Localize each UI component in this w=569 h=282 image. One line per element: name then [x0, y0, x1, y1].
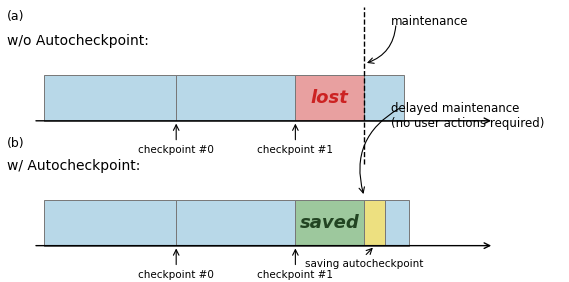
- Bar: [385, 199, 409, 246]
- Text: w/o Autocheckpoint:: w/o Autocheckpoint:: [7, 34, 149, 48]
- Bar: [364, 75, 404, 121]
- Text: saved: saved: [300, 213, 360, 232]
- Bar: [295, 75, 364, 121]
- Text: checkpoint #0: checkpoint #0: [138, 145, 214, 155]
- Text: saving autocheckpoint: saving autocheckpoint: [305, 259, 423, 269]
- Text: checkpoint #0: checkpoint #0: [138, 270, 214, 280]
- Text: (b): (b): [7, 137, 24, 150]
- Bar: [176, 75, 295, 121]
- Text: maintenance: maintenance: [391, 15, 468, 28]
- Text: lost: lost: [311, 89, 349, 107]
- Text: checkpoint #1: checkpoint #1: [257, 270, 333, 280]
- Bar: [44, 75, 176, 121]
- Text: checkpoint #1: checkpoint #1: [257, 145, 333, 155]
- Text: delayed maintenance
(no user actions required): delayed maintenance (no user actions req…: [391, 102, 544, 130]
- Bar: [176, 199, 295, 246]
- Text: (a): (a): [7, 10, 24, 23]
- Bar: [44, 199, 176, 246]
- Text: w/ Autocheckpoint:: w/ Autocheckpoint:: [7, 159, 140, 173]
- Bar: [364, 199, 385, 246]
- Bar: [295, 199, 364, 246]
